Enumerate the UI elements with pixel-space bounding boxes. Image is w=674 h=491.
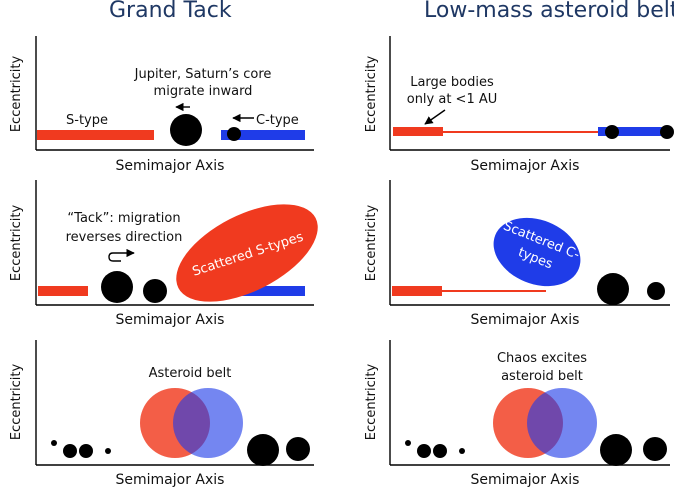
y-axis-label: Eccentricity — [9, 56, 24, 133]
low-mass-belt-title: Low-mass asteroid belt — [424, 0, 674, 23]
asteroid-belt-note: Asteroid belt — [149, 366, 232, 381]
s-type-band — [37, 130, 154, 140]
saturn — [647, 282, 665, 300]
planet-mars — [105, 448, 111, 454]
s-type-band — [393, 127, 443, 136]
large-bodies-arrow — [424, 109, 446, 125]
jupiter — [605, 125, 619, 139]
large-bodies-note-line2: only at <1 AU — [407, 92, 498, 107]
saturn — [286, 437, 310, 461]
panel-grand-tack-tack: Eccentricity Semimajor Axis “Tack”: migr… — [9, 180, 318, 328]
panel-grand-tack-inward: Eccentricity Semimajor Axis S-type C-typ… — [9, 36, 314, 174]
planet-earth — [79, 444, 93, 458]
c-type-band — [221, 286, 305, 296]
y-axis-label: Eccentricity — [364, 56, 379, 133]
c-type-band — [221, 130, 305, 140]
c-type-label: C-type — [256, 113, 299, 128]
c-type-region — [527, 388, 597, 458]
panel-low-mass-scattered: Eccentricity Semimajor Axis Scattered C-… — [364, 180, 670, 328]
s-type-band — [392, 286, 442, 296]
saturn — [643, 437, 667, 461]
planet-venus — [417, 444, 431, 458]
tack-note-line2: reverses direction — [66, 230, 183, 245]
migration-note-line1: Jupiter, Saturn’s core — [134, 67, 272, 82]
chaos-note-line1: Chaos excites — [497, 351, 587, 366]
y-axis-label: Eccentricity — [9, 364, 24, 441]
c-type-region — [173, 388, 243, 458]
scattered-s-types-ellipse — [176, 204, 318, 302]
panel-low-mass-final: Eccentricity Semimajor Axis Chaos excite… — [364, 340, 670, 488]
planet-mars — [459, 448, 465, 454]
x-axis-label: Semimajor Axis — [471, 472, 580, 488]
planet-mercury — [51, 440, 57, 446]
s-type-label: S-type — [66, 113, 108, 128]
planet-venus — [63, 444, 77, 458]
saturn — [660, 125, 674, 139]
panel-grand-tack-final: Eccentricity Semimajor Axis Asteroid bel… — [9, 340, 314, 488]
y-axis-label: Eccentricity — [364, 364, 379, 441]
planet-earth — [433, 444, 447, 458]
s-type-band — [38, 286, 88, 296]
x-axis-label: Semimajor Axis — [471, 158, 580, 174]
c-type-band — [598, 127, 670, 136]
large-bodies-note-line1: Large bodies — [410, 75, 494, 90]
jupiter — [101, 271, 133, 303]
y-axis-label: Eccentricity — [9, 205, 24, 282]
grand-tack-title: Grand Tack — [109, 0, 232, 23]
jupiter — [597, 273, 629, 305]
chaos-note-line2: asteroid belt — [501, 369, 583, 384]
x-axis-label: Semimajor Axis — [116, 312, 225, 328]
y-axis-label: Eccentricity — [364, 205, 379, 282]
jupiter — [600, 434, 632, 466]
migration-note-line2: migrate inward — [154, 84, 253, 99]
scattered-c-types-ellipse — [493, 217, 581, 287]
jupiter — [247, 434, 279, 466]
x-axis-label: Semimajor Axis — [471, 312, 580, 328]
panel-low-mass-initial: Eccentricity Semimajor Axis Large bodies… — [364, 36, 674, 174]
tack-reverse-arrow — [108, 248, 135, 262]
saturn-core — [227, 127, 241, 141]
tack-note-line1: “Tack”: migration — [67, 211, 180, 226]
planet-mercury — [405, 440, 411, 446]
x-axis-label: Semimajor Axis — [116, 472, 225, 488]
x-axis-label: Semimajor Axis — [116, 158, 225, 174]
jupiter — [170, 114, 202, 146]
saturn — [143, 279, 167, 303]
